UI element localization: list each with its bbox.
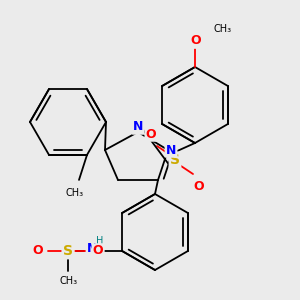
Text: CH₃: CH₃ bbox=[213, 24, 231, 34]
Text: CH₃: CH₃ bbox=[59, 276, 77, 286]
Text: O: O bbox=[93, 244, 104, 257]
Text: S: S bbox=[170, 153, 180, 167]
Text: O: O bbox=[146, 128, 156, 140]
Text: CH₃: CH₃ bbox=[66, 188, 84, 198]
Text: N: N bbox=[166, 143, 176, 157]
Text: H: H bbox=[96, 236, 104, 246]
Text: O: O bbox=[191, 34, 201, 47]
Text: O: O bbox=[194, 179, 204, 193]
Text: O: O bbox=[33, 244, 44, 257]
Text: N: N bbox=[87, 242, 97, 256]
Text: S: S bbox=[63, 244, 73, 258]
Text: N: N bbox=[133, 121, 143, 134]
